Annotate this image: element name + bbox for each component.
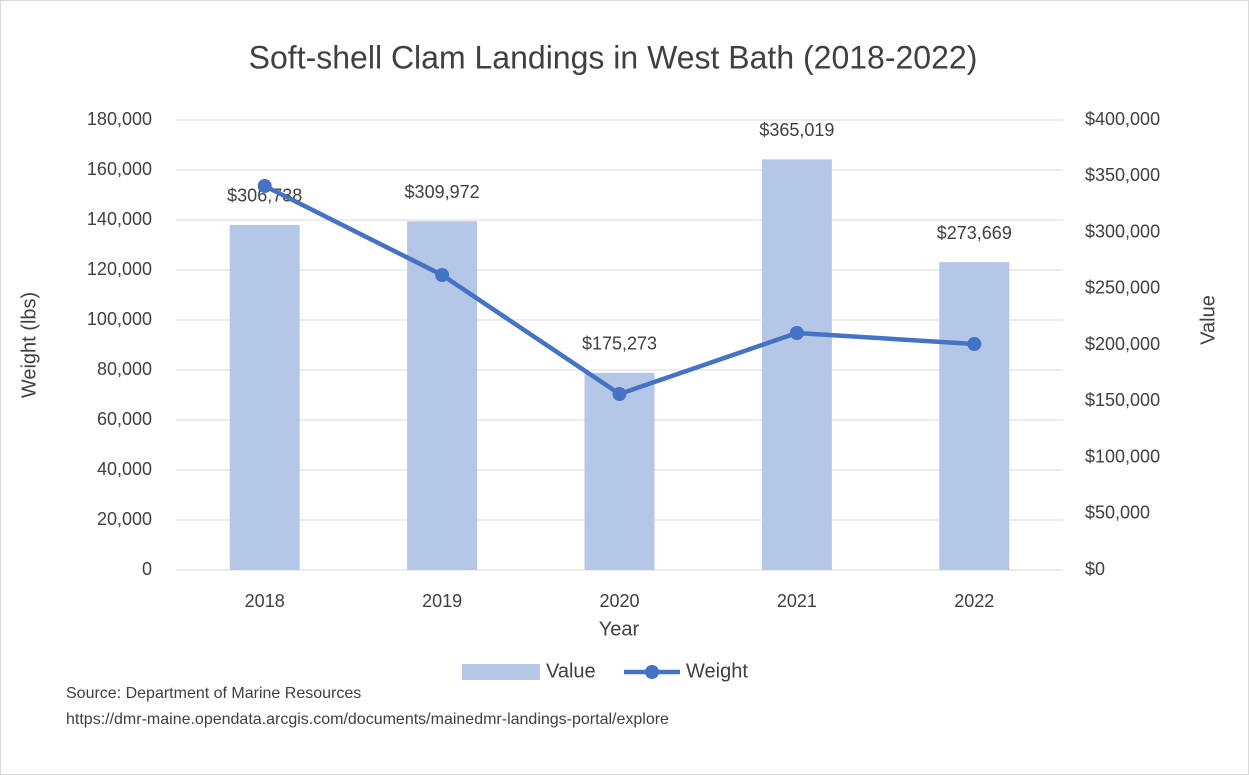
bar bbox=[939, 262, 1010, 570]
y2-tick-label: $400,000 bbox=[1085, 109, 1160, 129]
bar bbox=[229, 224, 300, 571]
line-marker bbox=[257, 179, 272, 193]
data-label: $175,273 bbox=[582, 334, 657, 354]
x-tick-label: 2020 bbox=[599, 591, 639, 611]
source-url: https://dmr-maine.opendata.arcgis.com/do… bbox=[66, 711, 669, 728]
data-label: $309,972 bbox=[405, 182, 480, 202]
y-tick-label: 180,000 bbox=[87, 109, 152, 129]
x-tick-label: 2022 bbox=[954, 591, 994, 611]
data-label: $273,669 bbox=[937, 223, 1012, 243]
y2-tick-label: $100,000 bbox=[1085, 446, 1160, 466]
y-tick-label: 40,000 bbox=[97, 459, 152, 479]
line-marker bbox=[967, 337, 982, 351]
source-note: Source: Department of Marine Resources bbox=[66, 685, 361, 702]
y-tick-label: 60,000 bbox=[97, 409, 152, 429]
y2-tick-label: $0 bbox=[1085, 559, 1105, 579]
x-tick-label: 2018 bbox=[245, 591, 285, 611]
y2-tick-label: $350,000 bbox=[1085, 165, 1160, 185]
legend-label: Weight bbox=[686, 660, 748, 682]
y2-tick-label: $250,000 bbox=[1085, 278, 1160, 298]
x-axis-title: Year bbox=[599, 618, 640, 640]
chart-title: Soft-shell Clam Landings in West Bath (2… bbox=[249, 39, 978, 75]
legend-label: Value bbox=[546, 660, 596, 682]
y2-tick-label: $150,000 bbox=[1085, 390, 1160, 410]
y-tick-label: 20,000 bbox=[97, 509, 152, 529]
y-tick-label: 140,000 bbox=[87, 209, 152, 229]
y2-tick-label: $300,000 bbox=[1085, 221, 1160, 241]
legend-swatch bbox=[462, 664, 540, 680]
data-label: $306,738 bbox=[227, 186, 302, 206]
x-tick-label: 2019 bbox=[422, 591, 462, 611]
line-marker bbox=[789, 326, 804, 340]
y-tick-label: 0 bbox=[142, 559, 152, 579]
y2-tick-label: $50,000 bbox=[1085, 503, 1150, 523]
line-marker bbox=[612, 387, 627, 401]
y-axis-title: Weight (lbs) bbox=[18, 292, 40, 398]
y-tick-label: 160,000 bbox=[87, 159, 152, 179]
y-tick-label: 100,000 bbox=[87, 309, 152, 329]
x-tick-label: 2021 bbox=[777, 591, 817, 611]
bar bbox=[584, 372, 655, 570]
legend-marker bbox=[645, 665, 659, 679]
line-marker bbox=[435, 268, 450, 282]
y-tick-label: 80,000 bbox=[97, 359, 152, 379]
bar bbox=[761, 159, 832, 570]
data-label: $365,019 bbox=[759, 120, 834, 140]
y2-tick-label: $200,000 bbox=[1085, 334, 1160, 354]
y-tick-label: 120,000 bbox=[87, 259, 152, 279]
y2-axis-title: Value bbox=[1197, 295, 1219, 345]
